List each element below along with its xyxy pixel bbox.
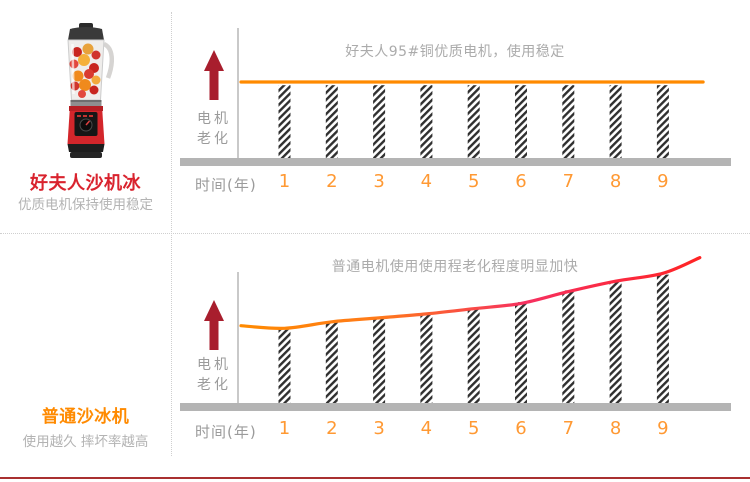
bar-year-2 bbox=[325, 85, 338, 158]
bar-year-4 bbox=[420, 85, 433, 158]
bar-year-3 bbox=[373, 317, 386, 403]
bar-year-2 bbox=[325, 321, 338, 403]
bar-year-6 bbox=[515, 85, 527, 158]
bar-year-1 bbox=[278, 329, 291, 403]
bar-year-9 bbox=[656, 85, 669, 158]
x-axis-ordinary: 时间(年) 1 2 3 4 5 6 7 8 9 bbox=[175, 418, 735, 444]
motor-aging-chart-stable bbox=[180, 28, 731, 166]
product-image-blender-icon bbox=[67, 23, 114, 158]
bar-year-7 bbox=[562, 290, 575, 403]
bar-year-5 bbox=[467, 308, 480, 403]
x-axis-label-time: 时间(年) bbox=[195, 176, 257, 194]
y-axis-label-motor-aging: 电机 老化 bbox=[177, 355, 231, 395]
x-tick-4: 4 bbox=[420, 171, 433, 192]
x-tick-8: 8 bbox=[609, 418, 622, 439]
x-tick-4: 4 bbox=[420, 418, 433, 439]
x-tick-9: 9 bbox=[657, 418, 669, 439]
y-axis-label-line2: 老化 bbox=[197, 131, 231, 147]
y-axis-label-line2: 老化 bbox=[197, 377, 231, 393]
x-tick-6: 6 bbox=[515, 418, 527, 439]
product-caption-premium: 优质电机保持使用稳定 bbox=[18, 197, 153, 213]
chart-title-ordinary: 普通电机使用使用程老化程度明显加快 bbox=[331, 259, 579, 275]
x-tick-1: 1 bbox=[278, 171, 291, 192]
x-tick-7: 7 bbox=[562, 418, 575, 439]
x-axis-label-time: 时间(年) bbox=[195, 423, 257, 441]
motor-aging-chart-ordinary bbox=[180, 256, 731, 411]
x-tick-2: 2 bbox=[326, 418, 338, 439]
y-axis-line bbox=[237, 28, 239, 158]
up-arrow-icon bbox=[204, 300, 224, 350]
y-axis-label-motor-aging: 电机 老化 bbox=[177, 109, 231, 149]
x-baseline bbox=[180, 403, 731, 411]
x-tick-3: 3 bbox=[373, 171, 385, 192]
bar-year-8 bbox=[609, 281, 622, 403]
product-caption-ordinary: 使用越久 摔坏率越高 bbox=[22, 434, 149, 450]
vertical-dotted-divider bbox=[171, 12, 172, 456]
x-tick-7: 7 bbox=[562, 171, 575, 192]
x-tick-5: 5 bbox=[467, 418, 480, 439]
bar-year-6 bbox=[515, 302, 527, 403]
product-name-premium: 好夫人沙机冰 bbox=[30, 173, 141, 194]
trend-line bbox=[239, 256, 702, 330]
bar-year-3 bbox=[373, 85, 386, 158]
bar-year-5 bbox=[467, 85, 480, 158]
bar-year-8 bbox=[609, 85, 622, 158]
bars-group bbox=[278, 274, 669, 403]
bars-group bbox=[278, 85, 669, 158]
x-tick-9: 9 bbox=[657, 171, 669, 192]
x-baseline bbox=[180, 158, 731, 166]
product-name-ordinary: 普通沙冰机 bbox=[41, 407, 130, 427]
horizontal-dotted-divider bbox=[0, 233, 750, 234]
chart-title-stable: 好夫人95#铜优质电机，使用稳定 bbox=[345, 44, 565, 60]
x-tick-1: 1 bbox=[278, 418, 291, 439]
up-arrow-icon bbox=[204, 50, 224, 100]
y-axis-label-line1: 电机 bbox=[197, 111, 231, 127]
bottom-border-line bbox=[0, 477, 750, 479]
x-tick-8: 8 bbox=[609, 171, 622, 192]
x-tick-3: 3 bbox=[373, 418, 385, 439]
y-axis-label-line1: 电机 bbox=[197, 357, 231, 373]
bar-year-4 bbox=[420, 313, 433, 403]
x-axis-stable: 时间(年) 1 2 3 4 5 6 7 8 9 bbox=[175, 171, 735, 197]
y-axis-line bbox=[237, 272, 239, 403]
x-tick-5: 5 bbox=[467, 171, 480, 192]
bar-year-7 bbox=[562, 85, 575, 158]
bar-year-9 bbox=[656, 274, 669, 403]
x-tick-6: 6 bbox=[515, 171, 527, 192]
bar-year-1 bbox=[278, 85, 291, 158]
x-tick-2: 2 bbox=[326, 171, 338, 192]
